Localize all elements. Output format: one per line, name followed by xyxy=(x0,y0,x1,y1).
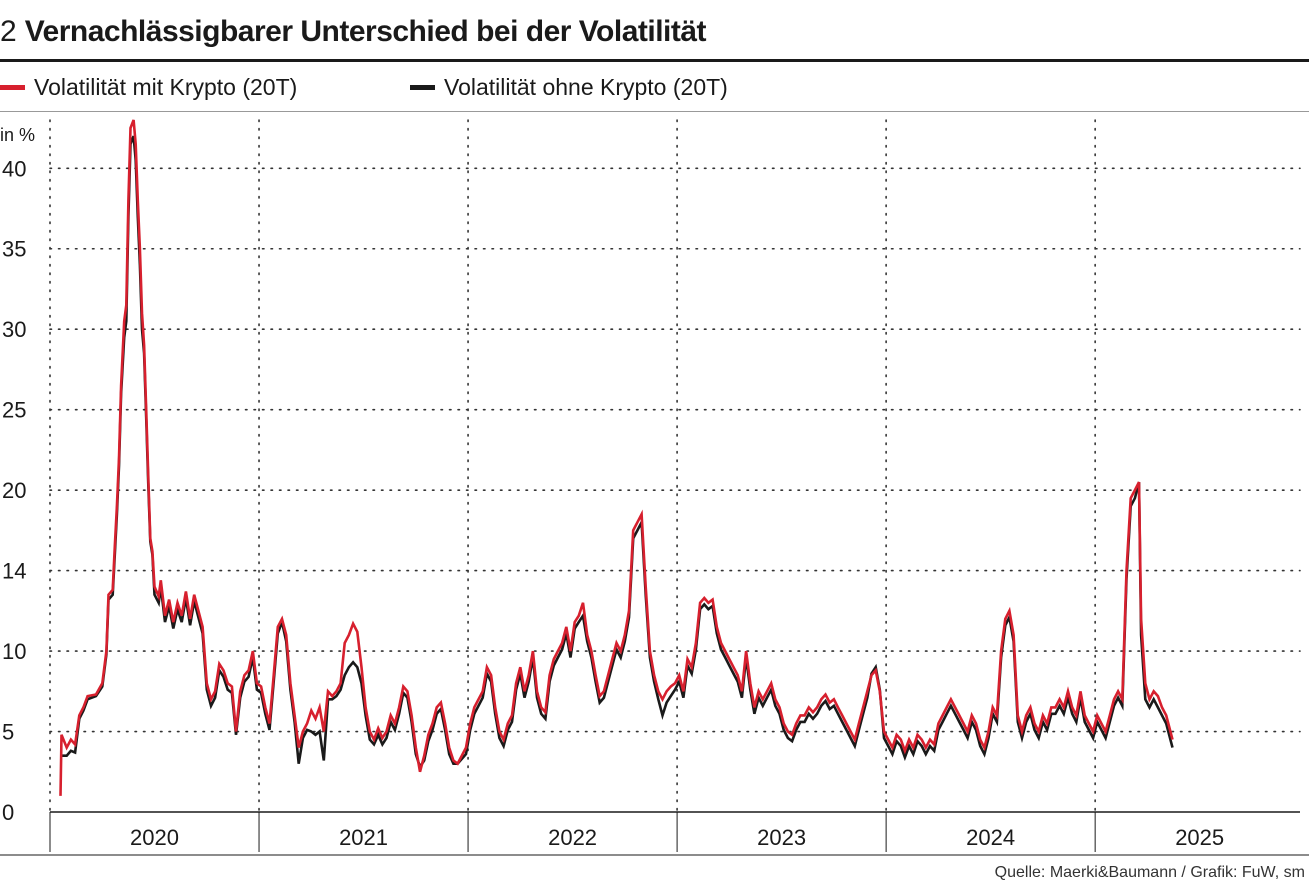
legend: Volatilität mit Krypto (20T) Volatilität… xyxy=(0,70,1309,110)
chart-number: 2 xyxy=(0,15,17,48)
y-tick-label: 25 xyxy=(2,398,26,423)
legend-rule xyxy=(0,111,1309,112)
x-tick-label: 2021 xyxy=(339,825,388,850)
legend-label-mit-krypto: Volatilität mit Krypto (20T) xyxy=(34,74,298,100)
y-tick-label: 35 xyxy=(2,237,26,262)
y-tick-label: 14 xyxy=(2,559,26,584)
legend-item-mit-krypto: Volatilität mit Krypto (20T) xyxy=(0,74,297,101)
x-tick-label: 2024 xyxy=(966,825,1015,850)
legend-item-ohne-krypto: Volatilität ohne Krypto (20T) xyxy=(410,74,728,101)
y-tick-label: 30 xyxy=(2,317,26,342)
title-rule xyxy=(0,59,1309,62)
series-line-mit-krypto xyxy=(59,119,1174,796)
y-tick-label: 10 xyxy=(2,639,26,664)
y-tick-label: 5 xyxy=(2,720,14,745)
chart-title-text: Vernachlässigbarer Unterschied bei der V… xyxy=(24,15,707,48)
x-tick-label: 2023 xyxy=(757,825,806,850)
x-tick-label: 2025 xyxy=(1175,825,1224,850)
source-note: Quelle: Maerki&Baumann / Grafik: FuW, sm xyxy=(994,864,1305,881)
y-tick-label: 20 xyxy=(2,478,26,503)
legend-swatch-mit-krypto xyxy=(0,85,25,90)
x-tick-label: 2022 xyxy=(548,825,597,850)
y-tick-label: 0 xyxy=(2,800,14,825)
y-axis-unit: in % xyxy=(0,125,35,145)
legend-swatch-ohne-krypto xyxy=(410,85,435,90)
x-tick-label: 2020 xyxy=(130,825,179,850)
y-tick-label: 40 xyxy=(2,156,26,181)
chart-title: 2 Vernachlässigbarer Unterschied bei der … xyxy=(0,14,707,50)
series-line-ohne-krypto xyxy=(60,135,1174,770)
legend-label-ohne-krypto: Volatilität ohne Krypto (20T) xyxy=(444,74,728,100)
